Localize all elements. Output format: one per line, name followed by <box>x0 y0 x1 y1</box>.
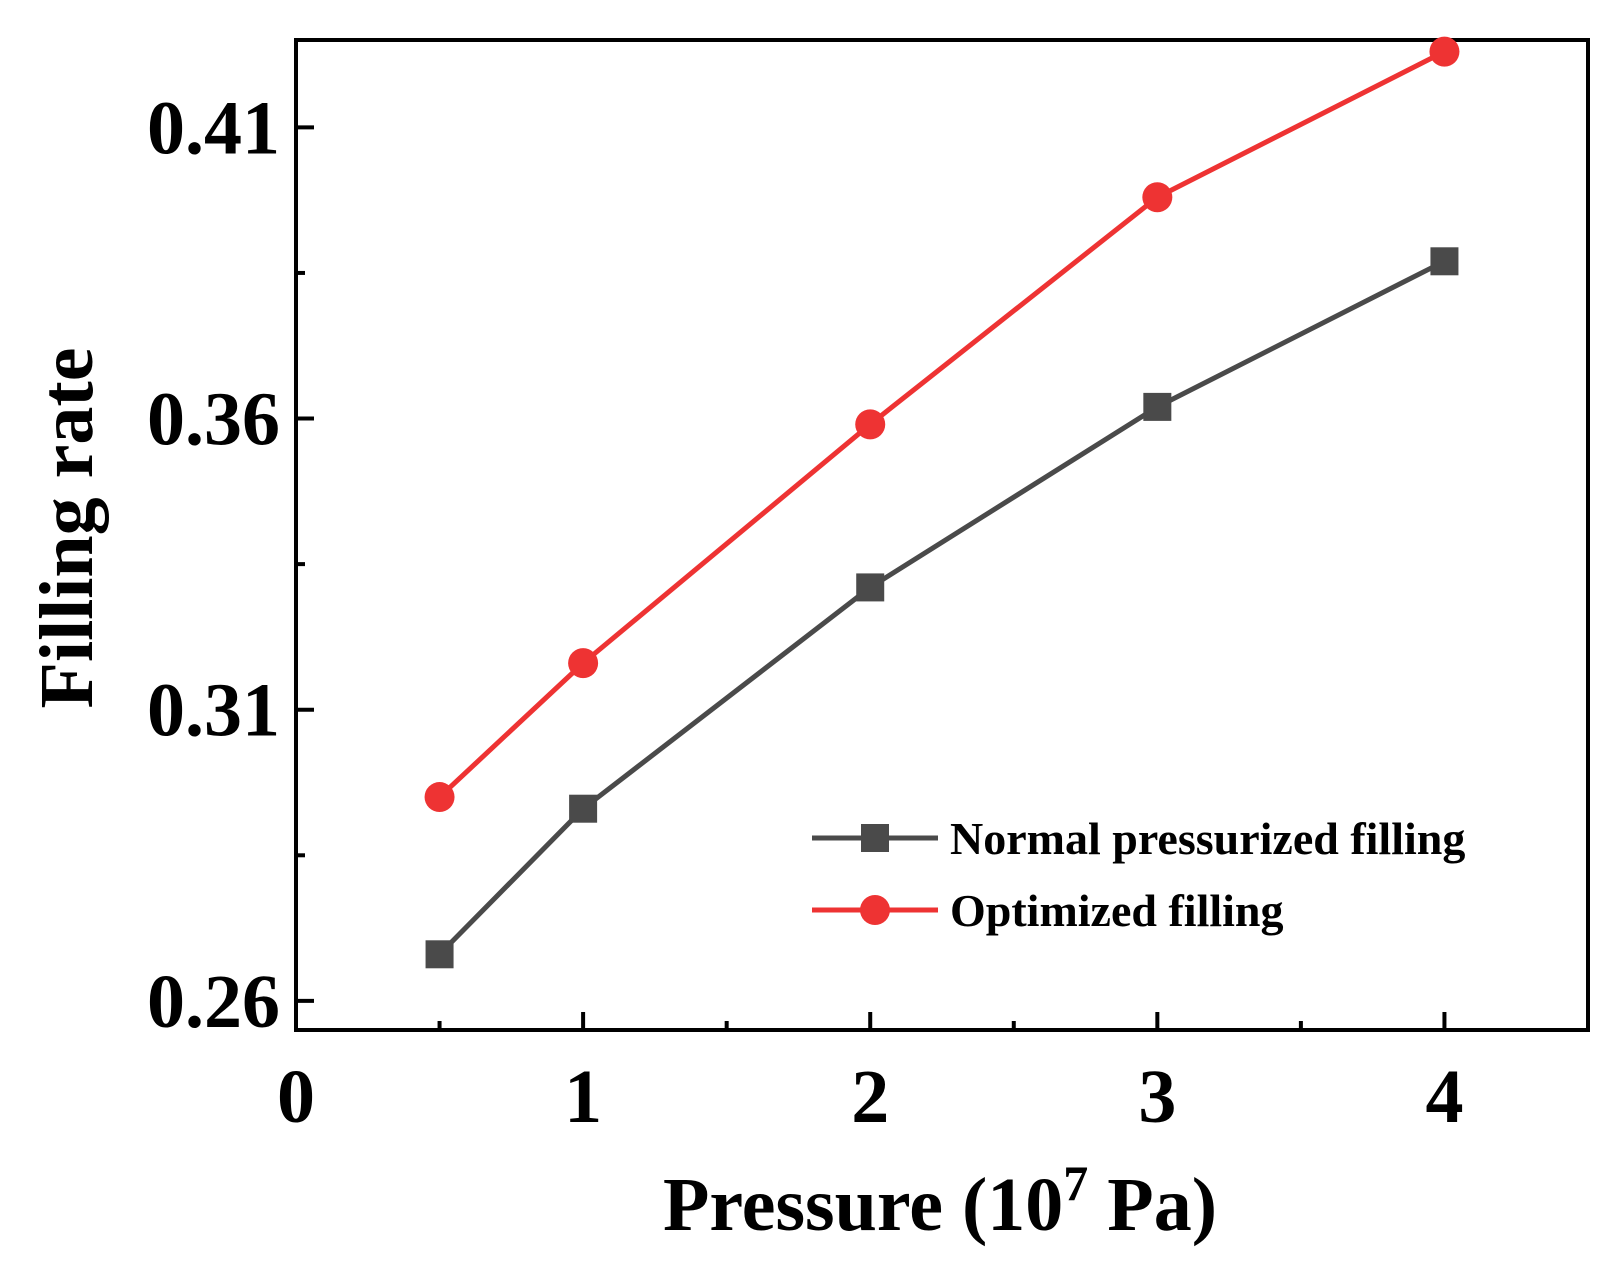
legend: Normal pressurized filling Optimized fill… <box>812 813 1465 936</box>
x-tick-label: 0 <box>277 1055 315 1139</box>
data-point <box>424 782 455 813</box>
plot-frame <box>294 38 1590 1032</box>
axis-ticks <box>294 125 1447 1030</box>
data-point <box>425 940 454 969</box>
legend-label: Optimized filling <box>950 885 1284 936</box>
x-axis-title-exponent: 7 <box>1063 1155 1088 1211</box>
y-tick-label: 0.41 <box>147 86 280 170</box>
x-tick-label: 2 <box>851 1055 889 1139</box>
series-optimized-filling <box>424 36 1460 813</box>
x-axis-title: Pressure (107 Pa) <box>663 1155 1217 1247</box>
x-tick-label: 1 <box>564 1055 602 1139</box>
plot-frame <box>294 38 1590 1032</box>
y-axis-title: Filling rate <box>25 348 109 709</box>
x-axis-title-main: Pressure (10 <box>663 1163 1063 1247</box>
data-point <box>1143 392 1172 421</box>
data-point <box>855 409 886 440</box>
data-point <box>856 573 885 602</box>
data-point <box>569 794 598 823</box>
y-tick-label: 0.26 <box>147 960 280 1044</box>
legend-item: Optimized filling <box>812 885 1284 936</box>
data-point <box>1430 247 1459 276</box>
legend-label: Normal pressurized filling <box>950 813 1465 864</box>
legend-marker <box>861 824 889 852</box>
y-tick-label: 0.31 <box>147 669 280 753</box>
series-line <box>437 49 1446 799</box>
x-axis-title-unit: Pa) <box>1088 1163 1217 1247</box>
x-tick-label: 4 <box>1425 1055 1463 1139</box>
data-point <box>568 648 599 679</box>
data-point <box>1429 36 1460 67</box>
data-series <box>424 36 1460 969</box>
data-point <box>1142 182 1173 213</box>
axis-tick-labels: 0 1 2 3 4 0.26 0.31 0.36 0.41 <box>147 86 1463 1139</box>
x-tick-label: 3 <box>1138 1055 1176 1139</box>
series-normal-pressurized-filling <box>425 247 1459 969</box>
y-tick-label: 0.36 <box>147 378 280 462</box>
legend-marker <box>860 895 890 925</box>
legend-item: Normal pressurized filling <box>812 813 1465 864</box>
